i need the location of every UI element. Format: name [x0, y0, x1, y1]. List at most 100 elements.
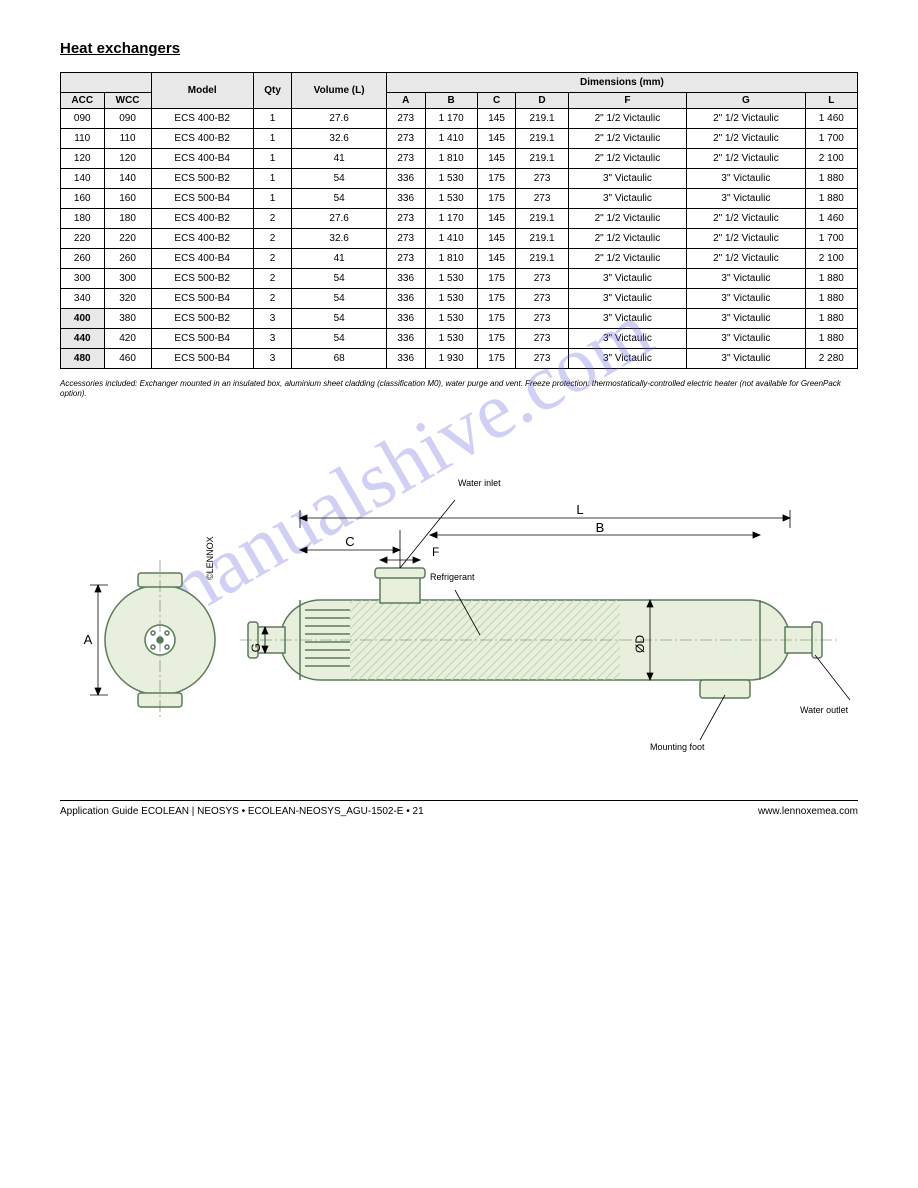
table-cell: ECS 400-B4 [151, 249, 253, 269]
table-cell: 175 [477, 349, 516, 369]
col-dimensions: Dimensions (mm) [386, 73, 857, 93]
callout-water-inlet: Water inlet [458, 478, 501, 489]
table-cell: ECS 400-B2 [151, 129, 253, 149]
table-cell: 1 880 [805, 309, 857, 329]
table-cell: 2" 1/2 Victaulic [568, 229, 686, 249]
col-vol: Volume (L) [292, 73, 387, 109]
table-cell: 1 530 [425, 169, 477, 189]
table-cell: 3" Victaulic [568, 169, 686, 189]
table-cell: 3" Victaulic [687, 269, 805, 289]
table-cell: 27.6 [292, 109, 387, 129]
table-cell: 260 [104, 249, 151, 269]
callout-mounting: Mounting foot [650, 742, 705, 753]
table-cell: ECS 400-B4 [151, 149, 253, 169]
col-d: D [516, 93, 568, 109]
table-cell: ECS 500-B4 [151, 349, 253, 369]
table-cell: 1 930 [425, 349, 477, 369]
table-cell: ECS 400-B2 [151, 109, 253, 129]
table-cell: 3" Victaulic [568, 269, 686, 289]
table-cell: 54 [292, 289, 387, 309]
table-cell: 2 [253, 289, 292, 309]
table-cell: 1 700 [805, 129, 857, 149]
table-cell: 2" 1/2 Victaulic [687, 129, 805, 149]
table-cell: 54 [292, 269, 387, 289]
table-cell: 54 [292, 169, 387, 189]
table-cell: 440 [61, 329, 105, 349]
dim-b-label: B [596, 520, 605, 535]
table-cell: 1 880 [805, 189, 857, 209]
table-cell: 3" Victaulic [568, 289, 686, 309]
table-cell: 273 [516, 349, 568, 369]
table-cell: 2" 1/2 Victaulic [687, 209, 805, 229]
spec-table: Model Qty Volume (L) Dimensions (mm) ACC… [60, 72, 858, 369]
col-wcc: WCC [104, 93, 151, 109]
footer-right: www.lennoxemea.com [758, 806, 858, 817]
table-cell: 2" 1/2 Victaulic [568, 209, 686, 229]
table-cell: 3" Victaulic [687, 189, 805, 209]
table-cell: 1 530 [425, 309, 477, 329]
table-cell: 2" 1/2 Victaulic [568, 109, 686, 129]
col-qty: Qty [253, 73, 292, 109]
table-cell: 68 [292, 349, 387, 369]
table-cell: 2 100 [805, 149, 857, 169]
table-cell: 219.1 [516, 229, 568, 249]
callout-water-outlet: Water outlet [800, 705, 860, 716]
table-cell: 145 [477, 109, 516, 129]
table-cell: 145 [477, 229, 516, 249]
table-cell: 1 530 [425, 269, 477, 289]
table-cell: 220 [104, 229, 151, 249]
table-cell: 2" 1/2 Victaulic [687, 229, 805, 249]
table-cell: 2" 1/2 Victaulic [687, 109, 805, 129]
table-cell: 145 [477, 129, 516, 149]
table-cell: 2" 1/2 Victaulic [568, 129, 686, 149]
table-cell: 219.1 [516, 249, 568, 269]
table-cell: 180 [104, 209, 151, 229]
table-footnote: Accessories included: Exchanger mounted … [60, 379, 858, 400]
table-cell: 219.1 [516, 209, 568, 229]
table-cell: 336 [386, 269, 425, 289]
table-cell: ECS 500-B2 [151, 169, 253, 189]
table-cell: 41 [292, 249, 387, 269]
table-cell: 1 700 [805, 229, 857, 249]
col-acc: ACC [61, 93, 105, 109]
table-cell: 160 [61, 189, 105, 209]
table-cell: 175 [477, 329, 516, 349]
table-cell: 3" Victaulic [568, 349, 686, 369]
table-cell: 3 [253, 309, 292, 329]
table-cell: 1 460 [805, 109, 857, 129]
table-cell: 2" 1/2 Victaulic [568, 149, 686, 169]
table-cell: 3" Victaulic [687, 349, 805, 369]
table-cell: ECS 500-B4 [151, 189, 253, 209]
table-cell: 400 [61, 309, 105, 329]
dim-l-label: L [576, 502, 583, 517]
table-cell: 3 [253, 329, 292, 349]
table-cell: 460 [104, 349, 151, 369]
table-cell: 1 [253, 129, 292, 149]
table-cell: 120 [61, 149, 105, 169]
table-cell: 220 [61, 229, 105, 249]
table-cell: 1 170 [425, 209, 477, 229]
table-cell: 340 [61, 289, 105, 309]
table-cell: 2" 1/2 Victaulic [687, 149, 805, 169]
table-cell: 2 [253, 209, 292, 229]
table-cell: 1 810 [425, 249, 477, 269]
table-cell: 41 [292, 149, 387, 169]
table-cell: 1 530 [425, 189, 477, 209]
table-cell: 1 530 [425, 289, 477, 309]
table-cell: 175 [477, 269, 516, 289]
table-cell: 1 810 [425, 149, 477, 169]
table-cell: 2 100 [805, 249, 857, 269]
diagram-copyright: ©LENNOX [205, 536, 215, 580]
table-cell: 1 460 [805, 209, 857, 229]
col-c: C [477, 93, 516, 109]
table-cell: 273 [516, 189, 568, 209]
table-cell: 3" Victaulic [687, 289, 805, 309]
table-cell: 336 [386, 349, 425, 369]
callout-refrigerant: Refrigerant [430, 572, 475, 583]
table-cell: 219.1 [516, 109, 568, 129]
table-cell: 1 880 [805, 289, 857, 309]
table-cell: ECS 500-B4 [151, 329, 253, 349]
table-cell: 120 [104, 149, 151, 169]
table-cell: 145 [477, 249, 516, 269]
table-cell: 54 [292, 329, 387, 349]
